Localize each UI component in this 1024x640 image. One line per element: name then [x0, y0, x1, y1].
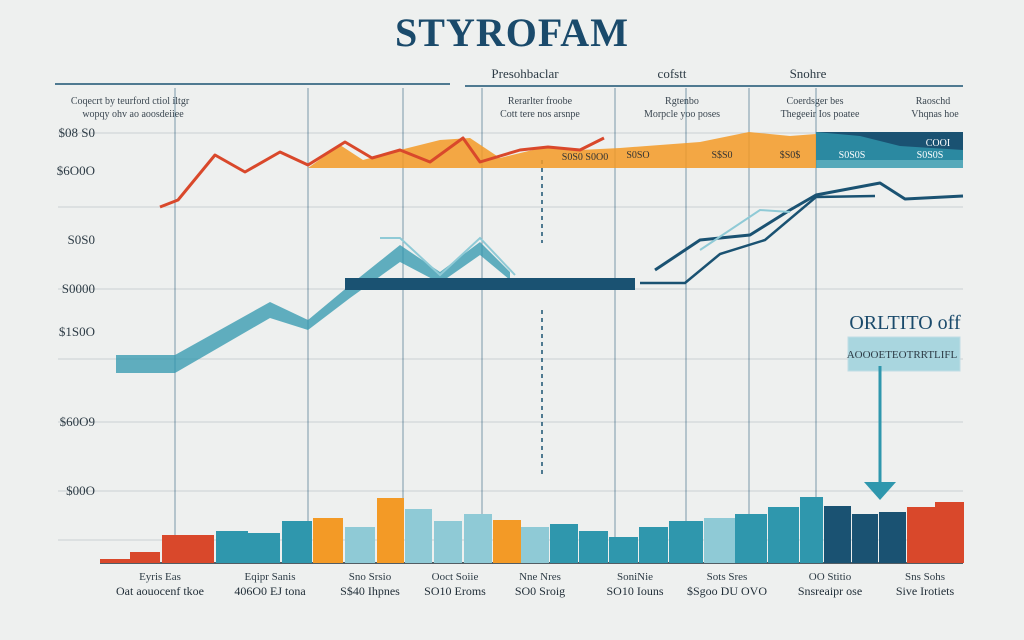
bar [669, 521, 703, 563]
x-category-sublabel: S$40 Ihpnes [340, 584, 400, 598]
x-category-sublabel: SO10 Eroms [424, 584, 486, 598]
column-note-4b: Vhqnas hoe [911, 109, 959, 120]
column-note-1b: Cott tere nos arsnpe [500, 109, 580, 120]
x-category-sublabel: 406O0 EJ tona [234, 584, 306, 598]
bar [248, 533, 280, 563]
bar [434, 521, 462, 563]
x-category-sublabel: SO0 Sroig [515, 584, 565, 598]
bar [100, 559, 130, 563]
bar [313, 518, 343, 563]
y-tick-label: $08 S0 [59, 125, 95, 140]
x-category-label: Sns Sohs [905, 571, 945, 583]
callout-body: AOOOETEOTRRTLIFL [847, 349, 958, 361]
bar [345, 527, 375, 563]
y-tick-label: S0S0 [68, 232, 95, 247]
bar [800, 497, 823, 563]
bar [879, 512, 906, 563]
bar [935, 502, 964, 563]
x-category-label: Eqipr Sanis [244, 571, 295, 583]
box-label-1: S0S0 S0O0 [562, 152, 608, 163]
x-category-sublabel: Snsreaipr ose [798, 584, 862, 598]
x-category-label: Ooct Soiie [432, 571, 479, 583]
box-label-6: S0S0S [917, 150, 944, 161]
bar [521, 527, 549, 563]
bar [852, 514, 878, 563]
light-line-2 [699, 208, 791, 251]
red-line [159, 136, 605, 209]
box-label-7: S0S0S [839, 150, 866, 161]
bar [216, 531, 248, 563]
x-category-label: Sots Sres [707, 571, 748, 583]
box-label-5: COOI [926, 138, 950, 149]
bars [100, 497, 964, 563]
bar [550, 524, 578, 563]
bar [907, 507, 935, 563]
x-category-sublabel: $Sgoo DU OVO [687, 584, 767, 598]
teal-band [816, 132, 963, 168]
bar [130, 552, 160, 563]
header-label-3: Snohre [790, 66, 827, 81]
bar [579, 531, 608, 563]
bar [282, 521, 312, 563]
x-category-label: Sno Srsio [349, 571, 392, 583]
bar [493, 520, 521, 563]
lines [159, 136, 964, 285]
bar [735, 514, 767, 563]
chart-title: STYROFAM [395, 10, 629, 55]
bar [768, 507, 799, 563]
x-category-sublabel: Sive Irotiets [896, 584, 955, 598]
bar [704, 518, 735, 563]
y-tick-label: S0000 [62, 281, 95, 296]
x-category-label: Eyris Eas [139, 571, 181, 583]
navy-line-2 [640, 194, 876, 285]
bar [377, 498, 404, 563]
bar [609, 537, 638, 563]
x-category-sublabel: SO10 Iouns [606, 584, 663, 598]
bands [116, 132, 963, 373]
column-note-2b: Morpcle yoo poses [644, 109, 720, 120]
left-note-1: Coqecrt by teurford ctiol iltgr [71, 96, 190, 107]
column-note-3a: Coerdsger bes [787, 96, 844, 107]
callout-box [847, 336, 961, 372]
y-tick-labels: $08 S0 $6O0O S0S0 S0000 $1S0O $60O9 $00O [57, 125, 95, 498]
bar [162, 535, 214, 563]
box-label-3: S$S0 [711, 150, 732, 161]
header-label-2: cofstt [658, 66, 687, 81]
column-note-4a: Raoschd [916, 96, 950, 107]
callout-arrow-head [864, 482, 896, 500]
column-note-1a: Rerarlter froobe [508, 96, 573, 107]
header-label-1: Presohbaclar [491, 66, 559, 81]
y-tick-label: $6O0O [57, 163, 95, 178]
column-note-3b: Thegeeir Ios poatee [781, 109, 860, 120]
light-line [380, 236, 516, 277]
teal-area [116, 242, 510, 373]
callout-title: ORLTITO off [849, 312, 961, 334]
y-tick-label: $1S0O [59, 324, 95, 339]
box-label-4: $S0$ [780, 150, 801, 161]
bar [405, 509, 432, 563]
navy-line [654, 181, 964, 272]
bar [824, 506, 851, 563]
bar [464, 514, 492, 563]
y-tick-label: $60O9 [60, 414, 95, 429]
left-note-2: wopqy ohv ao aoosdeiiee [82, 109, 184, 120]
x-category-sublabel: Oat aouocenf tkoe [116, 584, 204, 598]
navy-bar [345, 278, 635, 290]
x-category-label: SoniNie [617, 571, 653, 583]
column-note-2a: Rgtenbo [665, 96, 699, 107]
box-label-2: S0SO [626, 150, 649, 161]
bar [639, 527, 668, 563]
x-category-label: Nne Nres [519, 571, 561, 583]
x-category-label: OO Stitio [809, 571, 852, 583]
y-tick-label: $00O [66, 483, 95, 498]
